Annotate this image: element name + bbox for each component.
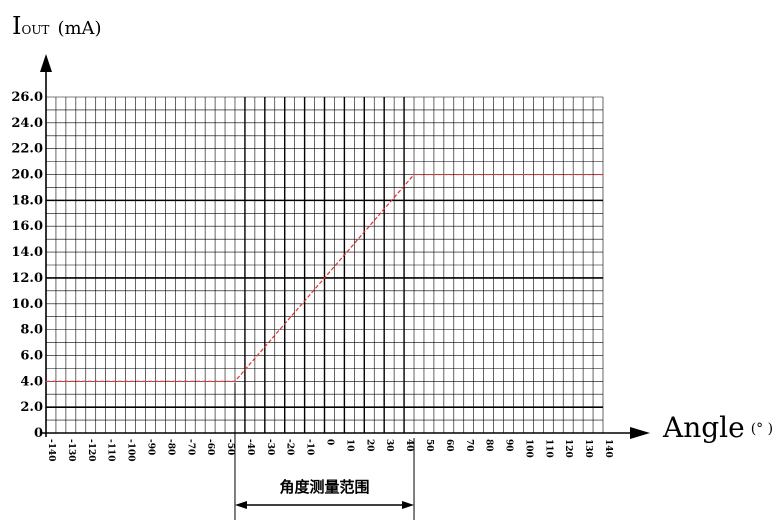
x-tick-label: 90 <box>504 439 514 452</box>
x-tick-label: 70 <box>464 439 474 452</box>
x-tick-label: 100 <box>523 439 533 458</box>
x-tick-label: 140 <box>603 439 613 458</box>
x-tick-label: 30 <box>384 439 394 452</box>
y-tick-label: 12.0 <box>11 271 43 286</box>
y-tick-label: 22.0 <box>11 142 43 157</box>
y-axis-title-sub: OUT <box>21 23 49 37</box>
x-tick-label: -110 <box>106 439 116 462</box>
y-axis-arrow <box>40 54 52 72</box>
y-tick-label: 4.0 <box>20 374 43 389</box>
x-tick-label: 50 <box>424 439 434 452</box>
x-tick-label: 80 <box>484 439 494 452</box>
x-tick-label: -130 <box>66 439 76 462</box>
y-tick-label: 26.0 <box>11 90 43 105</box>
y-tick-labels: 0 2.0 4.0 6.0 8.0 10.0 12.0 14.0 16.0 18.0 20.0 22.… <box>11 90 43 441</box>
x-tick-label: 120 <box>563 439 573 458</box>
x-axis-title-main: Angle <box>662 411 745 444</box>
axes <box>40 54 650 439</box>
x-tick-label: 40 <box>404 439 414 452</box>
y-tick-label: 24.0 <box>11 116 43 131</box>
x-tick-label: -90 <box>145 439 155 455</box>
x-tick-label: -70 <box>185 439 195 455</box>
range-annotation: 角度测量范围 <box>234 383 415 520</box>
x-tick-label: -60 <box>205 439 215 455</box>
x-tick-label: -80 <box>165 439 175 455</box>
x-tick-label: 10 <box>344 439 354 452</box>
x-tick-label: 0 <box>325 439 335 445</box>
x-tick-label: 60 <box>444 439 454 452</box>
x-tick-label: 110 <box>543 439 553 458</box>
x-tick-label: -40 <box>245 439 255 455</box>
y-tick-label: 20.0 <box>11 168 43 183</box>
y-tick-label: 18.0 <box>11 193 43 208</box>
y-tick-label: 16.0 <box>11 219 43 234</box>
y-axis-title: IOUT (mA) <box>12 12 102 40</box>
y-tick-label: 2.0 <box>20 400 43 415</box>
data-point <box>413 173 415 176</box>
range-arrow-left-head <box>234 501 247 509</box>
x-tick-label: 20 <box>364 439 374 452</box>
data-point <box>234 380 236 382</box>
x-tick-label: 130 <box>583 439 593 458</box>
x-tick-label: -20 <box>285 439 295 455</box>
x-tick-label: -10 <box>305 439 315 455</box>
y-axis-title-unit: (mA) <box>57 18 101 39</box>
y-tick-label: 8.0 <box>20 323 43 338</box>
x-tick-label: -30 <box>265 439 275 455</box>
data-point <box>45 380 47 382</box>
x-axis-title: Angle (° ) <box>662 411 773 444</box>
x-axis-arrow <box>630 427 650 439</box>
y-tick-label: 0 <box>34 426 43 441</box>
range-arrow-right-head <box>402 501 415 509</box>
y-tick-label: 6.0 <box>20 348 43 363</box>
range-label: 角度测量范围 <box>279 478 369 496</box>
x-tick-label: -100 <box>126 439 136 462</box>
x-tick-label: -50 <box>225 439 235 455</box>
series-layer <box>45 173 604 382</box>
grid-major <box>46 97 603 433</box>
data-point <box>602 173 604 176</box>
x-axis-title-unit: (° ) <box>751 421 773 437</box>
x-tick-labels: -140 -130 -120 -110 -100 -90 -80 -70 -60 -50 -40 -3… <box>46 439 613 462</box>
y-tick-label: 14.0 <box>11 245 43 260</box>
y-tick-label: 10.0 <box>11 297 43 312</box>
x-tick-label: -140 <box>46 439 56 462</box>
y-axis-title-main: I <box>12 12 21 40</box>
x-tick-label: -120 <box>86 439 96 462</box>
series-line <box>46 173 603 382</box>
